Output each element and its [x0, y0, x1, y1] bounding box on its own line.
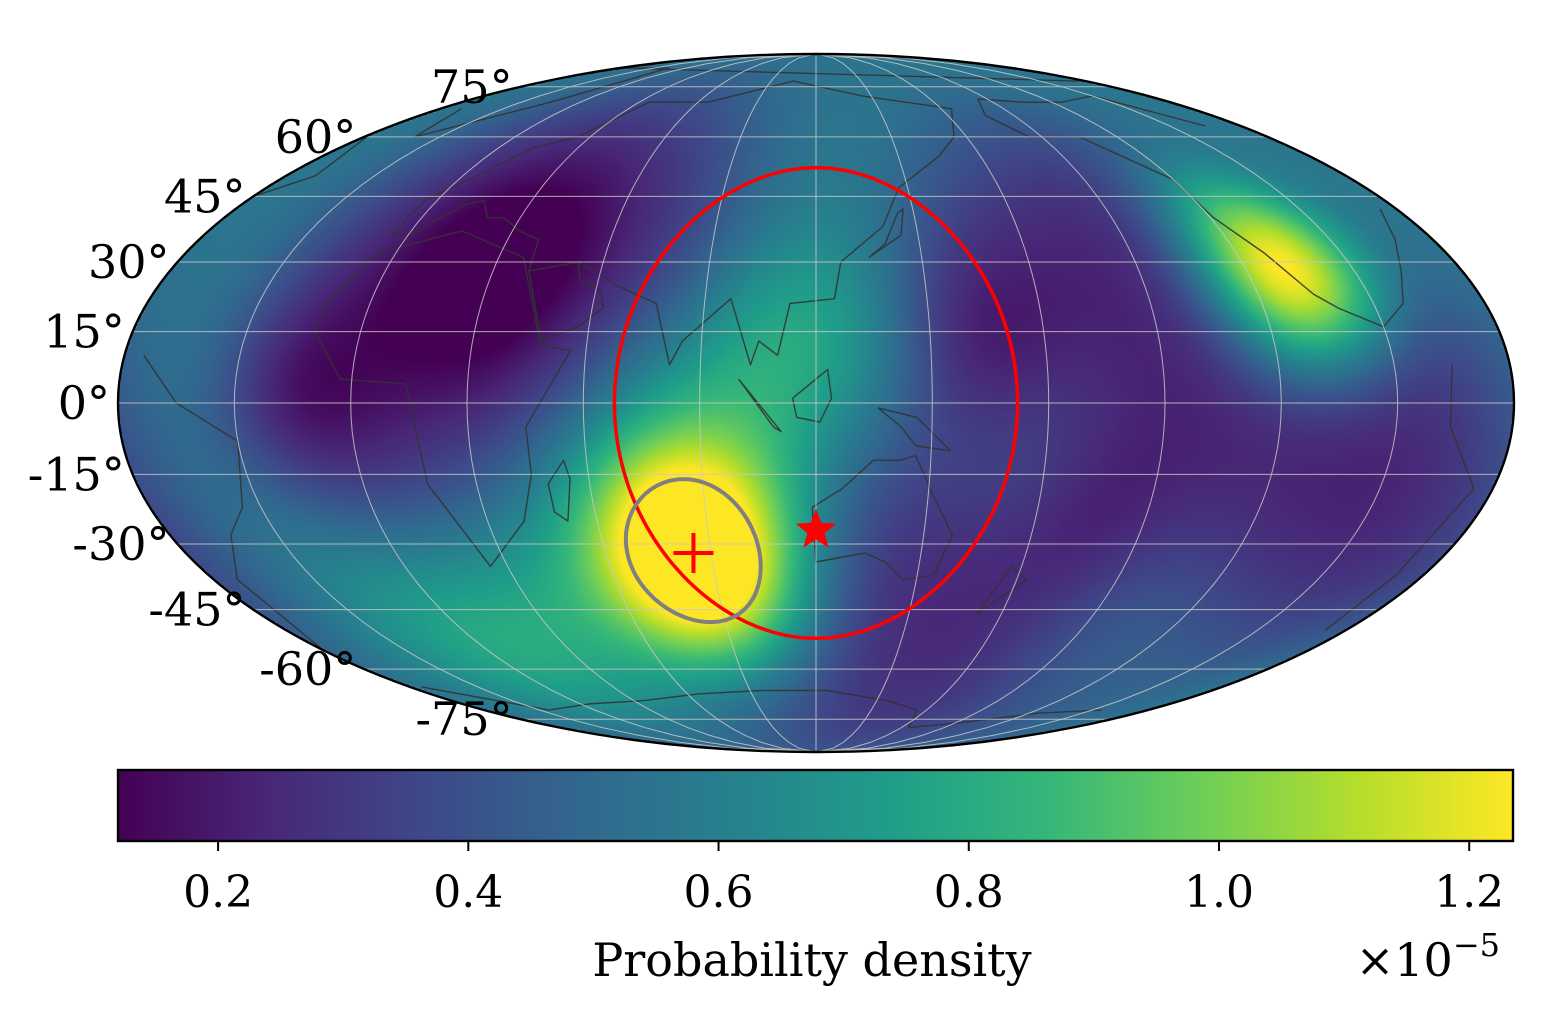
- colorbar-tick-label: 1.2: [1434, 867, 1504, 918]
- colorbar-tick-label: 0.2: [183, 867, 253, 918]
- longitude-gridline: [466, 54, 817, 752]
- longitude-gridline: [815, 54, 1399, 752]
- eurasia-coastline: [390, 80, 955, 366]
- latitude-label: -60°: [259, 642, 356, 696]
- latitude-label: -75°: [416, 692, 513, 746]
- latitude-label: -15°: [28, 447, 125, 501]
- latitude-label: -45°: [148, 583, 245, 637]
- longitude-gridline: [582, 54, 817, 752]
- colorbar-scale-factor: ×10−5: [1356, 926, 1500, 987]
- colorbar-tick-label: 1.0: [1184, 867, 1254, 918]
- true-source: [795, 508, 837, 548]
- colorbar: 0.2 0.4 0.6 0.8 1.0 1.2 Probability density ×…: [116, 768, 1515, 987]
- coastlines: [143, 67, 1475, 729]
- colorbar-scale-base: ×10: [1356, 933, 1453, 987]
- latitude-label: 60°: [275, 110, 357, 164]
- latitude-label: 0°: [58, 376, 110, 430]
- graticule: [118, 54, 1514, 752]
- colorbar-ticks: 0.2 0.4 0.6 0.8 1.0 1.2: [183, 841, 1504, 918]
- colorbar-tick-label: 0.4: [433, 867, 503, 918]
- mollweide-map: [118, 54, 1514, 752]
- credible-contours: [612, 165, 1020, 641]
- antarctica-coastline: [421, 686, 1102, 729]
- latitude-label: 30°: [88, 235, 170, 289]
- longitude-gridline: [233, 54, 817, 752]
- latitude-label: 15°: [43, 305, 125, 359]
- greenland-coastline: [414, 67, 1079, 138]
- latitude-labels: 75° 60° 45° 30° 15° 0° -15° -30° -45° -60° -75°: [28, 60, 513, 746]
- longitude-gridline: [815, 54, 1166, 752]
- colorbar-fill: [116, 768, 1515, 843]
- colorbar-scale-exponent: −5: [1453, 926, 1500, 964]
- longitude-gridline: [815, 54, 933, 752]
- arabia-coastline: [528, 261, 604, 342]
- latitude-label: 45°: [164, 169, 246, 223]
- latitude-label: -30°: [72, 517, 169, 571]
- outer-credible-region: [612, 165, 1020, 641]
- longitude-gridline: [350, 54, 817, 752]
- colorbar-tick-label: 0.8: [934, 867, 1004, 918]
- longitude-gridline: [699, 54, 817, 752]
- longitude-gridline: [815, 54, 1050, 752]
- colorbar-tick-label: 0.6: [684, 867, 754, 918]
- source-markers: [673, 508, 837, 574]
- latitude-label: 75°: [431, 60, 513, 114]
- map-boundary: [116, 52, 1516, 754]
- estimated-source: [673, 533, 714, 574]
- borneo-coastline: [792, 368, 833, 423]
- inner-credible-region: [623, 477, 763, 625]
- australia-coastline: [811, 454, 954, 581]
- new-zealand-coastline: [976, 565, 1028, 615]
- longitude-gridline: [815, 54, 1282, 752]
- colorbar-label: Probability density: [592, 933, 1031, 987]
- japan-coastline: [868, 208, 904, 259]
- new-guinea-coastline: [877, 407, 952, 452]
- madagascar-coastline: [547, 459, 571, 522]
